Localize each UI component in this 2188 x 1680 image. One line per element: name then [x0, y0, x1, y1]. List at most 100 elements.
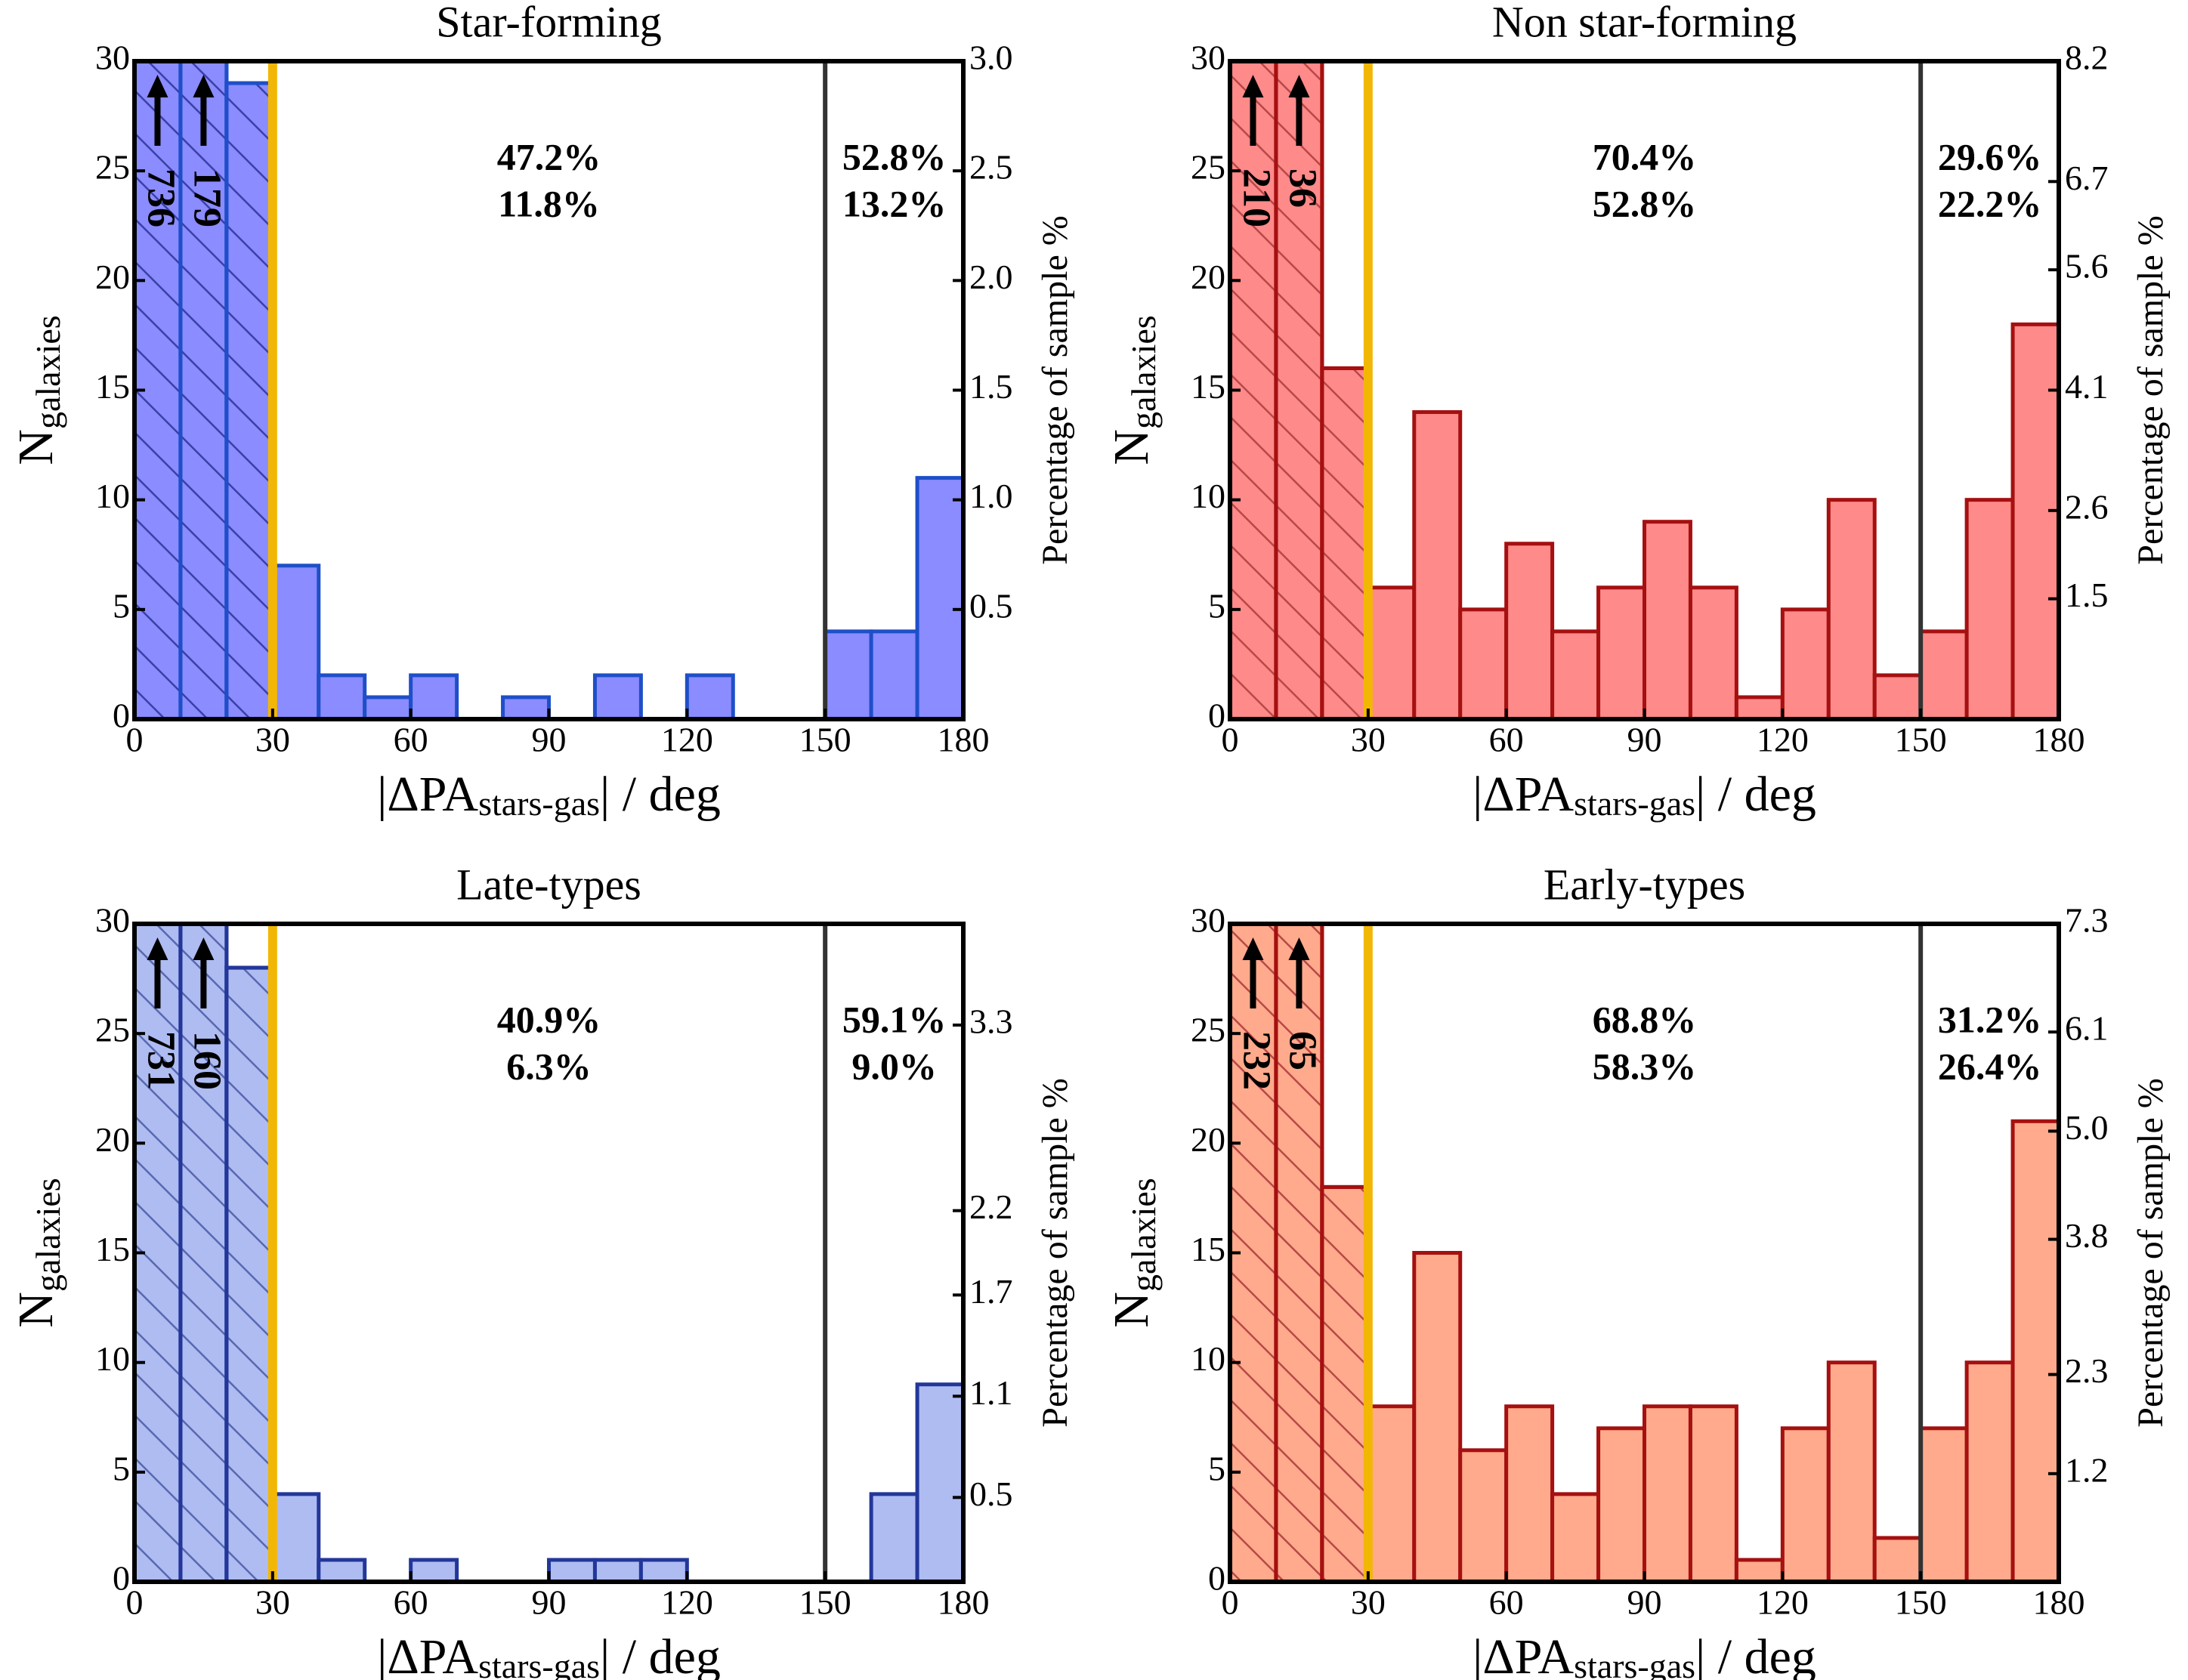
bar-hatch — [178, 924, 229, 1582]
bar — [1412, 1251, 1463, 1582]
x-tick-label: 0 — [1222, 721, 1239, 759]
bar — [270, 1492, 321, 1582]
y2-tick-label: 1.5 — [969, 367, 1013, 406]
y2-tick-label: 3.0 — [969, 39, 1013, 77]
chart-title: Early-types — [1544, 860, 1745, 909]
annotation: 68.8% — [1593, 998, 1697, 1040]
y2-tick-label: 2.0 — [969, 258, 1013, 296]
y-tick-label: 30 — [95, 39, 130, 77]
annotation: 9.0% — [851, 1045, 937, 1087]
y-tick-label: 0 — [113, 696, 130, 735]
annotation: 52.8% — [1593, 182, 1697, 224]
annotation: 70.4% — [1593, 135, 1697, 178]
bar — [317, 1558, 367, 1582]
overflow-label: 65 — [1281, 1031, 1324, 1070]
y-tick-label: 20 — [1191, 258, 1225, 296]
overflow-label: 731 — [140, 1031, 183, 1090]
x-tick-label: 150 — [799, 1583, 851, 1622]
y2-tick-label: 3.3 — [969, 1002, 1013, 1041]
x-tick-label: 0 — [1222, 1583, 1239, 1622]
bar — [1643, 1404, 1692, 1582]
y-tick-label: 0 — [1208, 1559, 1225, 1598]
y2-tick-label: 2.5 — [969, 148, 1013, 187]
bar-hatch — [1274, 61, 1324, 719]
y-axis-label: Ngalaxies — [1104, 1178, 1162, 1327]
y-label-sub: galaxies — [1124, 1178, 1163, 1292]
overflow-arrow-head — [147, 75, 168, 97]
x-tick-label: 30 — [255, 1583, 290, 1622]
chart-panel: Star-forming 736 179 0 5 10 15 20 25 30 0.5 1.0 1.5 2… — [8, 0, 1075, 823]
x-tick-label: 30 — [1351, 721, 1386, 759]
chart-title: Non star-forming — [1492, 0, 1797, 46]
bar — [1780, 1426, 1831, 1582]
annotation: 13.2% — [842, 182, 947, 224]
x-tick-label: 150 — [1895, 721, 1947, 759]
y-tick-label: 5 — [113, 586, 130, 625]
bar-hatch — [178, 61, 229, 719]
x-tick-label: 120 — [1757, 721, 1809, 759]
bar — [915, 476, 963, 719]
bar — [1643, 520, 1692, 719]
y2-tick-label: 6.1 — [2065, 1009, 2109, 1048]
x-tick-label: 60 — [394, 1583, 428, 1622]
y2-tick-label: 0.5 — [969, 586, 1013, 625]
y-label-main: N — [8, 1292, 63, 1328]
bar — [1688, 585, 1738, 719]
bar — [592, 673, 643, 719]
y-tick-label: 10 — [95, 477, 130, 515]
y-tick-label: 15 — [95, 1230, 130, 1268]
x-tick-label: 180 — [2033, 1583, 2085, 1622]
annotation: 11.8% — [498, 182, 600, 224]
x-label-sub: stars-gas — [1574, 1647, 1695, 1680]
bar — [1964, 1360, 2015, 1582]
annotation: 47.2% — [497, 135, 601, 178]
x-tick-label: 60 — [394, 721, 428, 759]
annotation: 31.2% — [1938, 998, 2042, 1040]
x-axis-label: |ΔPAstars-gas| / deg — [377, 767, 721, 822]
x-tick-label: 90 — [1627, 1583, 1662, 1622]
x-label-main: |ΔPA — [377, 767, 478, 822]
x-tick-label: 90 — [532, 721, 567, 759]
y2-tick-label: 7.3 — [2065, 901, 2109, 940]
x-label-tail: | / deg — [600, 1629, 721, 1680]
bar — [409, 673, 459, 719]
bar-hatch — [1320, 1184, 1371, 1582]
annotation: 52.8% — [842, 135, 947, 178]
annotation: 58.3% — [1593, 1045, 1697, 1087]
x-tick-label: 60 — [1489, 721, 1524, 759]
chart-panel: Early-types 232 65 0 5 10 15 20 25 30 1.2 2.3 3.8 5.0… — [1104, 860, 2171, 1680]
y-tick-label: 30 — [1191, 901, 1225, 940]
y2-axis-label: Percentage of sample % — [2131, 1078, 2171, 1427]
bar — [1918, 629, 1969, 719]
x-label-tail: | / deg — [600, 767, 721, 822]
x-axis-label: |ΔPAstars-gas| / deg — [377, 1629, 721, 1680]
y2-tick-label: 1.5 — [2065, 576, 2109, 614]
y2-tick-label: 2.6 — [2065, 487, 2109, 526]
x-tick-label: 90 — [1627, 721, 1662, 759]
y-label-sub: galaxies — [29, 315, 67, 429]
bar — [823, 629, 873, 719]
bar-hatch — [224, 965, 275, 1582]
y2-tick-label: 8.2 — [2065, 39, 2109, 77]
x-label-main: |ΔPA — [1473, 767, 1574, 822]
x-label-sub: stars-gas — [478, 784, 600, 823]
annotation: 29.6% — [1938, 135, 2042, 178]
y-tick-label: 0 — [1208, 696, 1225, 735]
overflow-label: 179 — [185, 168, 228, 227]
x-tick-label: 60 — [1489, 1583, 1524, 1622]
bar — [1596, 1426, 1647, 1582]
bar — [2010, 1119, 2059, 1582]
bar — [1872, 673, 1923, 719]
y-tick-label: 30 — [95, 901, 130, 940]
bar — [2010, 322, 2059, 719]
bar — [1458, 607, 1509, 719]
bar — [1826, 1360, 1877, 1582]
y-axis-label: Ngalaxies — [8, 315, 66, 465]
overflow-arrow-head — [1242, 75, 1264, 97]
x-tick-label: 30 — [255, 721, 290, 759]
bar — [270, 564, 321, 719]
y-axis-label: Ngalaxies — [8, 1178, 66, 1327]
x-label-sub: stars-gas — [478, 1647, 600, 1680]
